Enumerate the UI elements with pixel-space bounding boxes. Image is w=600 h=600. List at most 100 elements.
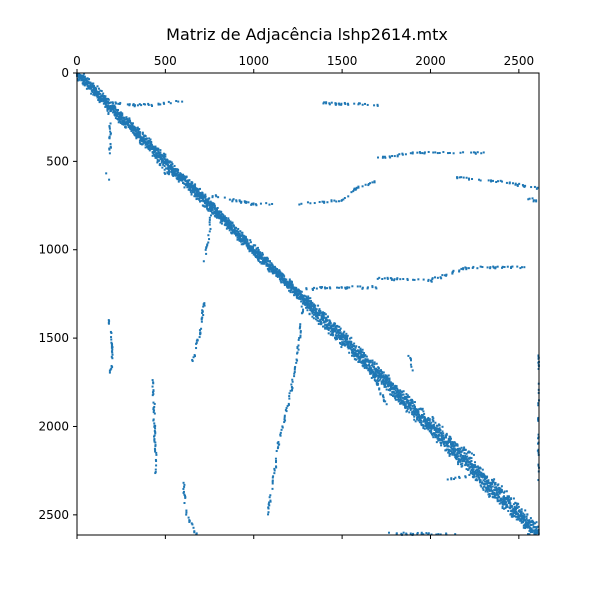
diagonal-entry: [217, 213, 220, 216]
off-diagonal-entry: [363, 361, 366, 364]
diagonal-entry: [87, 80, 90, 83]
off-diagonal-entry: [325, 102, 328, 105]
diagonal-entry: [125, 116, 128, 119]
diagonal-entry: [437, 435, 440, 438]
diagonal-entry: [490, 489, 493, 492]
off-diagonal-entry: [434, 151, 437, 154]
off-diagonal-entry: [420, 531, 423, 534]
diagonal-entry: [97, 90, 100, 93]
diagonal-entry: [259, 261, 262, 264]
off-diagonal-entry: [330, 199, 333, 202]
off-diagonal-entry: [447, 438, 450, 441]
diagonal-entry: [288, 278, 291, 281]
diagonal-entry: [352, 350, 355, 353]
diagonal-entry: [136, 127, 139, 130]
diagonal-entry: [411, 411, 414, 414]
off-diagonal-entry: [293, 368, 296, 371]
off-diagonal-entry: [323, 286, 326, 289]
diagonal-entry: [367, 368, 370, 371]
off-diagonal-entry: [202, 313, 205, 316]
diagonal-entry: [131, 126, 134, 129]
diagonal-entry: [114, 114, 117, 117]
diagonal-entry: [314, 318, 317, 321]
off-diagonal-entry: [486, 266, 489, 269]
off-diagonal-entry: [404, 153, 407, 156]
diagonal-entry: [515, 515, 518, 518]
diagonal-entry: [355, 350, 358, 353]
off-diagonal-entry: [108, 320, 111, 323]
diagonal-entry: [316, 316, 319, 319]
diagonal-entry: [153, 146, 156, 149]
diagonal-entry: [469, 470, 472, 473]
diagonal-entry: [340, 333, 343, 336]
diagonal-entry: [260, 255, 263, 258]
diagonal-entry: [386, 381, 389, 384]
diagonal-entry: [467, 468, 470, 471]
diagonal-entry: [339, 327, 342, 330]
diagonal-entry: [213, 204, 216, 207]
diagonal-entry: [399, 389, 402, 392]
off-diagonal-entry: [296, 347, 299, 350]
off-diagonal-entry: [132, 104, 135, 107]
diagonal-entry: [99, 89, 102, 92]
off-diagonal-entry: [268, 501, 271, 504]
diagonal-entry: [148, 149, 151, 152]
diagonal-entry: [141, 140, 144, 143]
off-diagonal-entry: [330, 200, 333, 203]
diagonal-entry: [332, 325, 335, 328]
y-tick-label: 1000: [38, 243, 69, 257]
diagonal-entry: [413, 415, 416, 418]
off-diagonal-entry: [295, 361, 298, 364]
diagonal-entry: [228, 219, 230, 222]
diagonal-entry: [438, 434, 441, 437]
diagonal-entry: [199, 200, 202, 203]
diagonal-entry: [492, 481, 495, 484]
diagonal-entry: [481, 468, 484, 471]
diagonal-entry: [358, 351, 361, 354]
diagonal-entry: [473, 473, 476, 476]
diagonal-entry: [259, 257, 262, 260]
off-diagonal-entry: [409, 356, 412, 359]
diagonal-entry: [251, 250, 254, 253]
off-diagonal-entry: [275, 465, 278, 468]
off-diagonal-entry: [462, 176, 465, 179]
off-diagonal-entry: [524, 184, 527, 187]
diagonal-entry: [160, 156, 163, 159]
off-diagonal-entry: [492, 265, 495, 268]
diagonal-entry: [282, 273, 285, 276]
off-diagonal-entry: [205, 245, 208, 248]
off-diagonal-entry: [519, 267, 522, 270]
diagonal-entry: [220, 222, 223, 225]
diagonal-entry: [517, 505, 520, 508]
off-diagonal-entry: [451, 272, 454, 275]
diagonal-entry: [106, 108, 109, 111]
diagonal-entry: [304, 298, 307, 301]
diagonal-entry: [102, 95, 105, 98]
diagonal-entry: [500, 501, 503, 504]
off-diagonal-entry: [464, 266, 467, 269]
diagonal-entry: [517, 502, 520, 505]
off-diagonal-entry: [154, 431, 157, 434]
diagonal-entry: [380, 382, 383, 385]
diagonal-entry: [465, 462, 468, 465]
diagonal-entry: [431, 418, 434, 421]
off-diagonal-entry: [191, 358, 194, 361]
off-diagonal-entry: [152, 390, 155, 393]
diagonal-entry: [183, 182, 186, 185]
diagonal-entry: [340, 336, 343, 339]
diagonal-entry: [225, 219, 228, 222]
off-diagonal-entry: [269, 499, 272, 502]
y-tick-label: 500: [46, 154, 69, 168]
diagonal-entry: [146, 143, 149, 146]
off-diagonal-entry: [271, 482, 274, 485]
off-diagonal-entry: [164, 172, 167, 175]
diagonal-entry: [478, 481, 481, 484]
off-diagonal-entry: [250, 202, 253, 205]
diagonal-entry: [207, 209, 210, 212]
diagonal-entry: [397, 396, 400, 399]
diagonal-entry: [352, 347, 355, 350]
diagonal-entry: [278, 272, 281, 275]
off-diagonal-entry: [537, 416, 540, 419]
off-diagonal-entry: [157, 103, 160, 106]
off-diagonal-entry: [386, 276, 389, 279]
